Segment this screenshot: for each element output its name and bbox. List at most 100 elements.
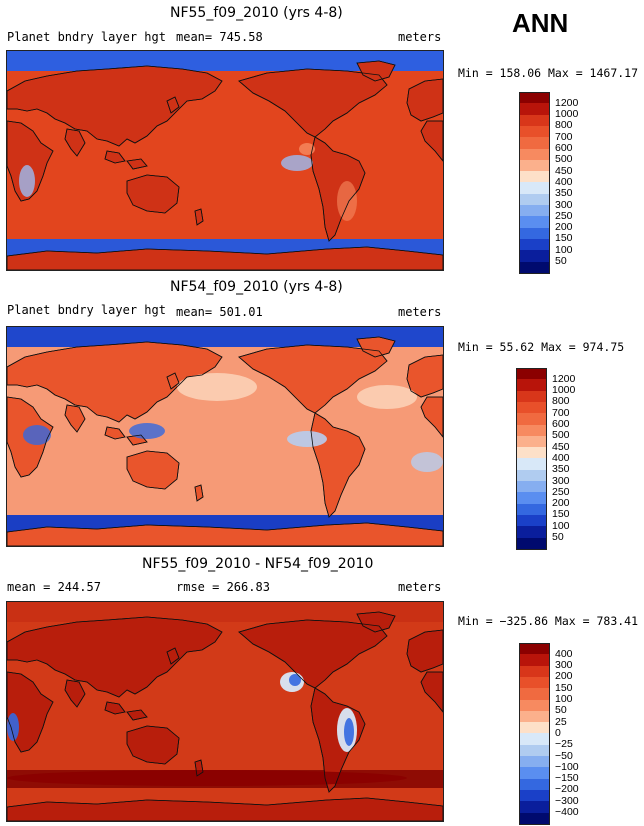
colorbar-label: 350 (555, 187, 573, 200)
panel1-mean-label: mean= 745.58 (176, 30, 263, 44)
colorbar-label: 600 (555, 142, 573, 154)
colorbar-label: −25 (555, 738, 573, 751)
colorbar-label: 100 (555, 693, 573, 705)
colorbar-label: 400 (555, 647, 573, 660)
panel3-title: NF55_f09_2010 - NF54_f09_2010 (142, 556, 374, 572)
season-label: ANN (512, 8, 569, 38)
colorbar-label: −100 (555, 760, 579, 773)
panel3-minmax: Min = −325.86 Max = 783.41 (458, 614, 639, 628)
colorbar-swatch (516, 503, 547, 516)
colorbar-label: 0 (555, 726, 561, 739)
panel2-mean-label: mean= 501.01 (176, 305, 263, 319)
colorbar-label: 200 (555, 221, 573, 234)
colorbar-swatch (519, 722, 550, 734)
colorbar-label: 400 (552, 451, 570, 464)
colorbar-label: 300 (555, 198, 573, 211)
colorbar-label: −150 (555, 772, 579, 785)
colorbar-label: 200 (552, 497, 570, 510)
colorbar-swatch (516, 537, 547, 551)
colorbar-label: 250 (555, 209, 573, 222)
colorbar-swatch (519, 676, 550, 689)
colorbar-label: 250 (552, 485, 570, 498)
colorbar-swatch (519, 250, 550, 262)
colorbar-label: 50 (555, 704, 567, 717)
colorbar-swatch (519, 665, 550, 678)
colorbar-swatch (519, 193, 550, 206)
colorbar-swatch (519, 103, 550, 116)
colorbar-swatch (519, 227, 550, 240)
colorbar-label: 700 (555, 130, 573, 143)
colorbar-swatch (519, 216, 550, 229)
colorbar-swatch (516, 401, 547, 414)
colorbar-swatch (519, 778, 550, 791)
colorbar-swatch (519, 137, 550, 149)
panel3-mean-label: mean = 244.57 (7, 580, 101, 594)
panel2-units-label: meters (398, 305, 442, 319)
colorbar-swatch (516, 447, 547, 459)
colorbar-label: 350 (552, 463, 570, 476)
colorbar-swatch (516, 379, 547, 392)
colorbar-label: 800 (552, 395, 570, 408)
colorbar-label: 150 (552, 508, 570, 521)
colorbar-label: −300 (555, 794, 579, 807)
colorbar-label: 150 (555, 681, 573, 694)
colorbar-swatch (519, 125, 550, 138)
colorbar-label: 500 (555, 153, 573, 166)
colorbar-swatch (519, 733, 550, 746)
colorbar-swatch (516, 492, 547, 505)
colorbar-swatch (519, 148, 550, 161)
colorbar-label: 500 (552, 429, 570, 442)
panel2-title: NF54_f09_2010 (yrs 4-8) (170, 279, 343, 295)
colorbar-swatch (519, 710, 550, 723)
colorbar-label: −400 (555, 806, 579, 818)
colorbar-label: 200 (555, 670, 573, 683)
panel1-title: NF55_f09_2010 (yrs 4-8) (170, 5, 343, 21)
panel2-minmax: Min = 55.62 Max = 974.75 (458, 340, 625, 354)
colorbar-swatch (519, 205, 550, 217)
colorbar-label: 1000 (552, 384, 576, 397)
colorbar-label: 700 (552, 406, 570, 419)
colorbar-label: 300 (552, 474, 570, 487)
colorbar-swatch (519, 688, 550, 700)
colorbar-swatch (519, 812, 550, 826)
colorbar-swatch (519, 643, 550, 656)
colorbar-label: 50 (552, 531, 564, 543)
colorbar-swatch (519, 654, 550, 667)
colorbar-swatch (519, 92, 550, 105)
panel3-units-label: meters (398, 580, 442, 594)
colorbar-swatch (516, 413, 547, 425)
colorbar-label: 300 (555, 659, 573, 672)
colorbar-swatch (519, 756, 550, 768)
colorbar-label: 25 (555, 715, 567, 728)
colorbar-label: 100 (555, 243, 573, 256)
colorbar-swatch (516, 526, 547, 538)
panel2-variable-label: Planet bndry layer hgt (7, 303, 166, 317)
colorbar-label: 800 (555, 119, 573, 132)
colorbar-swatch (519, 171, 550, 183)
colorbar-label: −50 (555, 749, 573, 762)
colorbar-swatch (519, 182, 550, 195)
colorbar-swatch (519, 114, 550, 127)
colorbar-label: 1200 (555, 96, 579, 109)
colorbar-swatch (516, 390, 547, 403)
colorbar-swatch (519, 159, 550, 172)
panel1-map (6, 50, 444, 271)
colorbar-swatch (516, 481, 547, 493)
colorbar-swatch (519, 789, 550, 802)
colorbar-swatch (519, 699, 550, 712)
panel1-units-label: meters (398, 30, 442, 44)
colorbar-swatch (516, 368, 547, 381)
panel1-variable-label: Planet bndry layer hgt (7, 30, 166, 44)
colorbar-label: 1200 (552, 372, 576, 385)
colorbar-label: 600 (552, 418, 570, 430)
panel1-minmax: Min = 158.06 Max = 1467.17 (458, 66, 639, 80)
colorbar-label: 450 (555, 164, 573, 177)
colorbar-swatch (519, 767, 550, 780)
panel2-map (6, 326, 444, 547)
colorbar-label: 100 (552, 519, 570, 532)
colorbar-swatch (516, 458, 547, 471)
colorbar-swatch (516, 514, 547, 527)
colorbar-swatch (519, 744, 550, 757)
colorbar-swatch (519, 261, 550, 275)
colorbar-label: 50 (555, 255, 567, 267)
